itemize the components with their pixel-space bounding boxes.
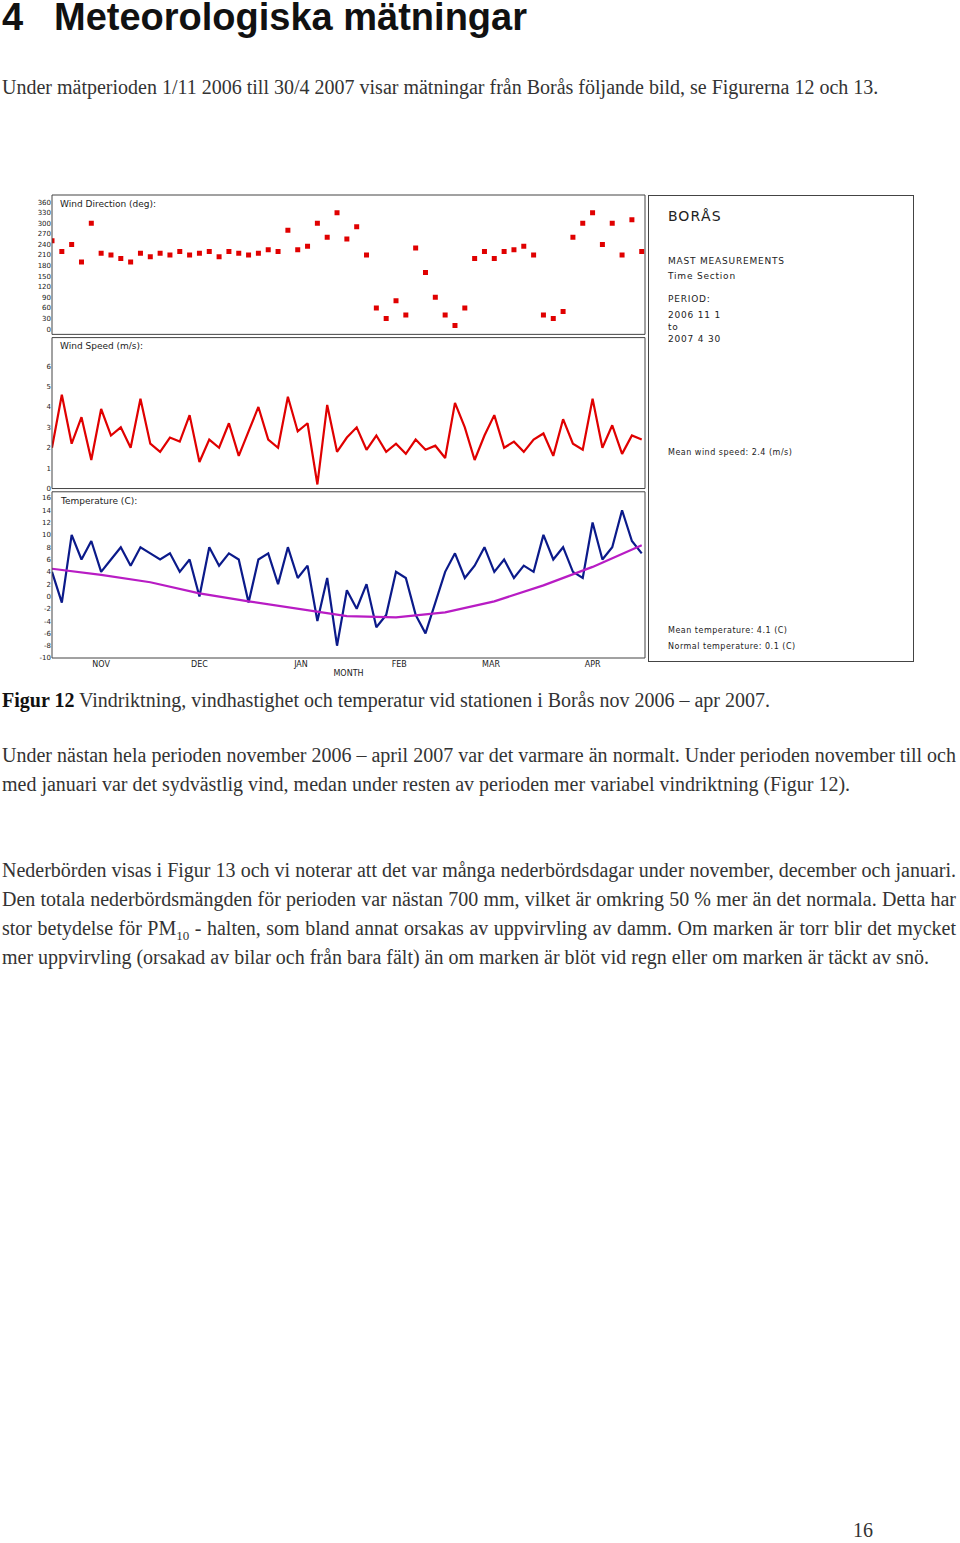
html-text:Under nästan hela perioden nov: Under nästan hela perioden november 2006… [2, 744, 956, 795]
html-text:2006 11 1: 2006 11 1 [668, 310, 721, 320]
html-text:MAST MEASUREMENTS: MAST MEASUREMENTS [668, 256, 785, 266]
svg-text:-10: -10 [40, 654, 51, 662]
html-text:Mean wind speed: 2.4 (m/s): Mean wind speed: 2.4 (m/s) [668, 448, 793, 457]
svg-text:6: 6 [47, 363, 52, 371]
svg-text:2: 2 [47, 581, 51, 589]
svg-text:90: 90 [42, 294, 51, 302]
html-text:BORÅS: BORÅS [668, 208, 722, 224]
svg-text:2: 2 [47, 444, 51, 452]
html-text:PERIOD:: PERIOD: [668, 294, 711, 304]
svg-text:30: 30 [42, 315, 51, 323]
svg-text:330: 330 [38, 209, 51, 217]
html-text:Normal temperature: 0.1 (C): Normal temperature: 0.1 (C) [668, 642, 796, 651]
svg-text:DEC: DEC [191, 660, 208, 669]
svg-text:12: 12 [42, 519, 51, 527]
svg-text:180: 180 [38, 262, 51, 270]
svg-text:APR: APR [585, 660, 601, 669]
svg-text:8: 8 [47, 544, 51, 552]
svg-text:5: 5 [47, 383, 51, 391]
svg-text:300: 300 [38, 220, 51, 228]
svg-text:270: 270 [38, 230, 51, 238]
svg-text:0: 0 [47, 485, 51, 493]
svg-text:6: 6 [47, 556, 52, 564]
svg-text:0: 0 [47, 326, 51, 334]
html-text:Mean temperature: 4.1 (C): Mean temperature: 4.1 (C) [668, 626, 788, 635]
svg-text:4: 4 [47, 568, 52, 576]
svg-text:14: 14 [42, 507, 51, 515]
svg-text:120: 120 [38, 283, 51, 291]
svg-text:1: 1 [47, 465, 51, 473]
svg-text:Wind Direction (deg):: Wind Direction (deg): [60, 199, 156, 209]
svg-text:360: 360 [38, 199, 51, 207]
svg-text:-8: -8 [44, 642, 51, 650]
svg-text:10: 10 [42, 531, 51, 539]
html-text:16: 16 [853, 1519, 873, 1541]
svg-text:60: 60 [42, 304, 51, 312]
svg-text:FEB: FEB [392, 660, 407, 669]
html-text:Time Section: Time Section [668, 271, 736, 281]
svg-text:150: 150 [38, 273, 51, 281]
svg-text:MONTH: MONTH [333, 669, 363, 678]
html-text:Figur 12 Vindriktning, vindhas: Figur 12 Vindriktning, vindhastighet och… [2, 689, 770, 711]
svg-text:Wind Speed (m/s):: Wind Speed (m/s): [60, 341, 143, 351]
svg-text:4: 4 [47, 403, 52, 411]
svg-text:210: 210 [38, 251, 51, 259]
svg-text:NOV: NOV [92, 660, 110, 669]
svg-text:16: 16 [42, 494, 51, 502]
svg-text:-2: -2 [44, 605, 51, 613]
svg-text:0: 0 [47, 593, 51, 601]
svg-text:-4: -4 [44, 618, 52, 626]
svg-text:Temperature (C):: Temperature (C): [60, 496, 137, 506]
svg-text:-6: -6 [44, 630, 52, 638]
html-text:Under mätperioden 1/11 2006 ti: Under mätperioden 1/11 2006 till 30/4 20… [2, 76, 879, 98]
svg-text:JAN: JAN [293, 660, 308, 669]
html-text:Nederbörden visas i Figur 13 o: Nederbörden visas i Figur 13 och vi note… [2, 859, 956, 968]
svg-text:240: 240 [38, 241, 51, 249]
html-text:to: to [668, 322, 679, 332]
svg-text:MAR: MAR [482, 660, 500, 669]
svg-text:3: 3 [47, 424, 51, 432]
html-text:2007 4 30: 2007 4 30 [668, 334, 721, 344]
